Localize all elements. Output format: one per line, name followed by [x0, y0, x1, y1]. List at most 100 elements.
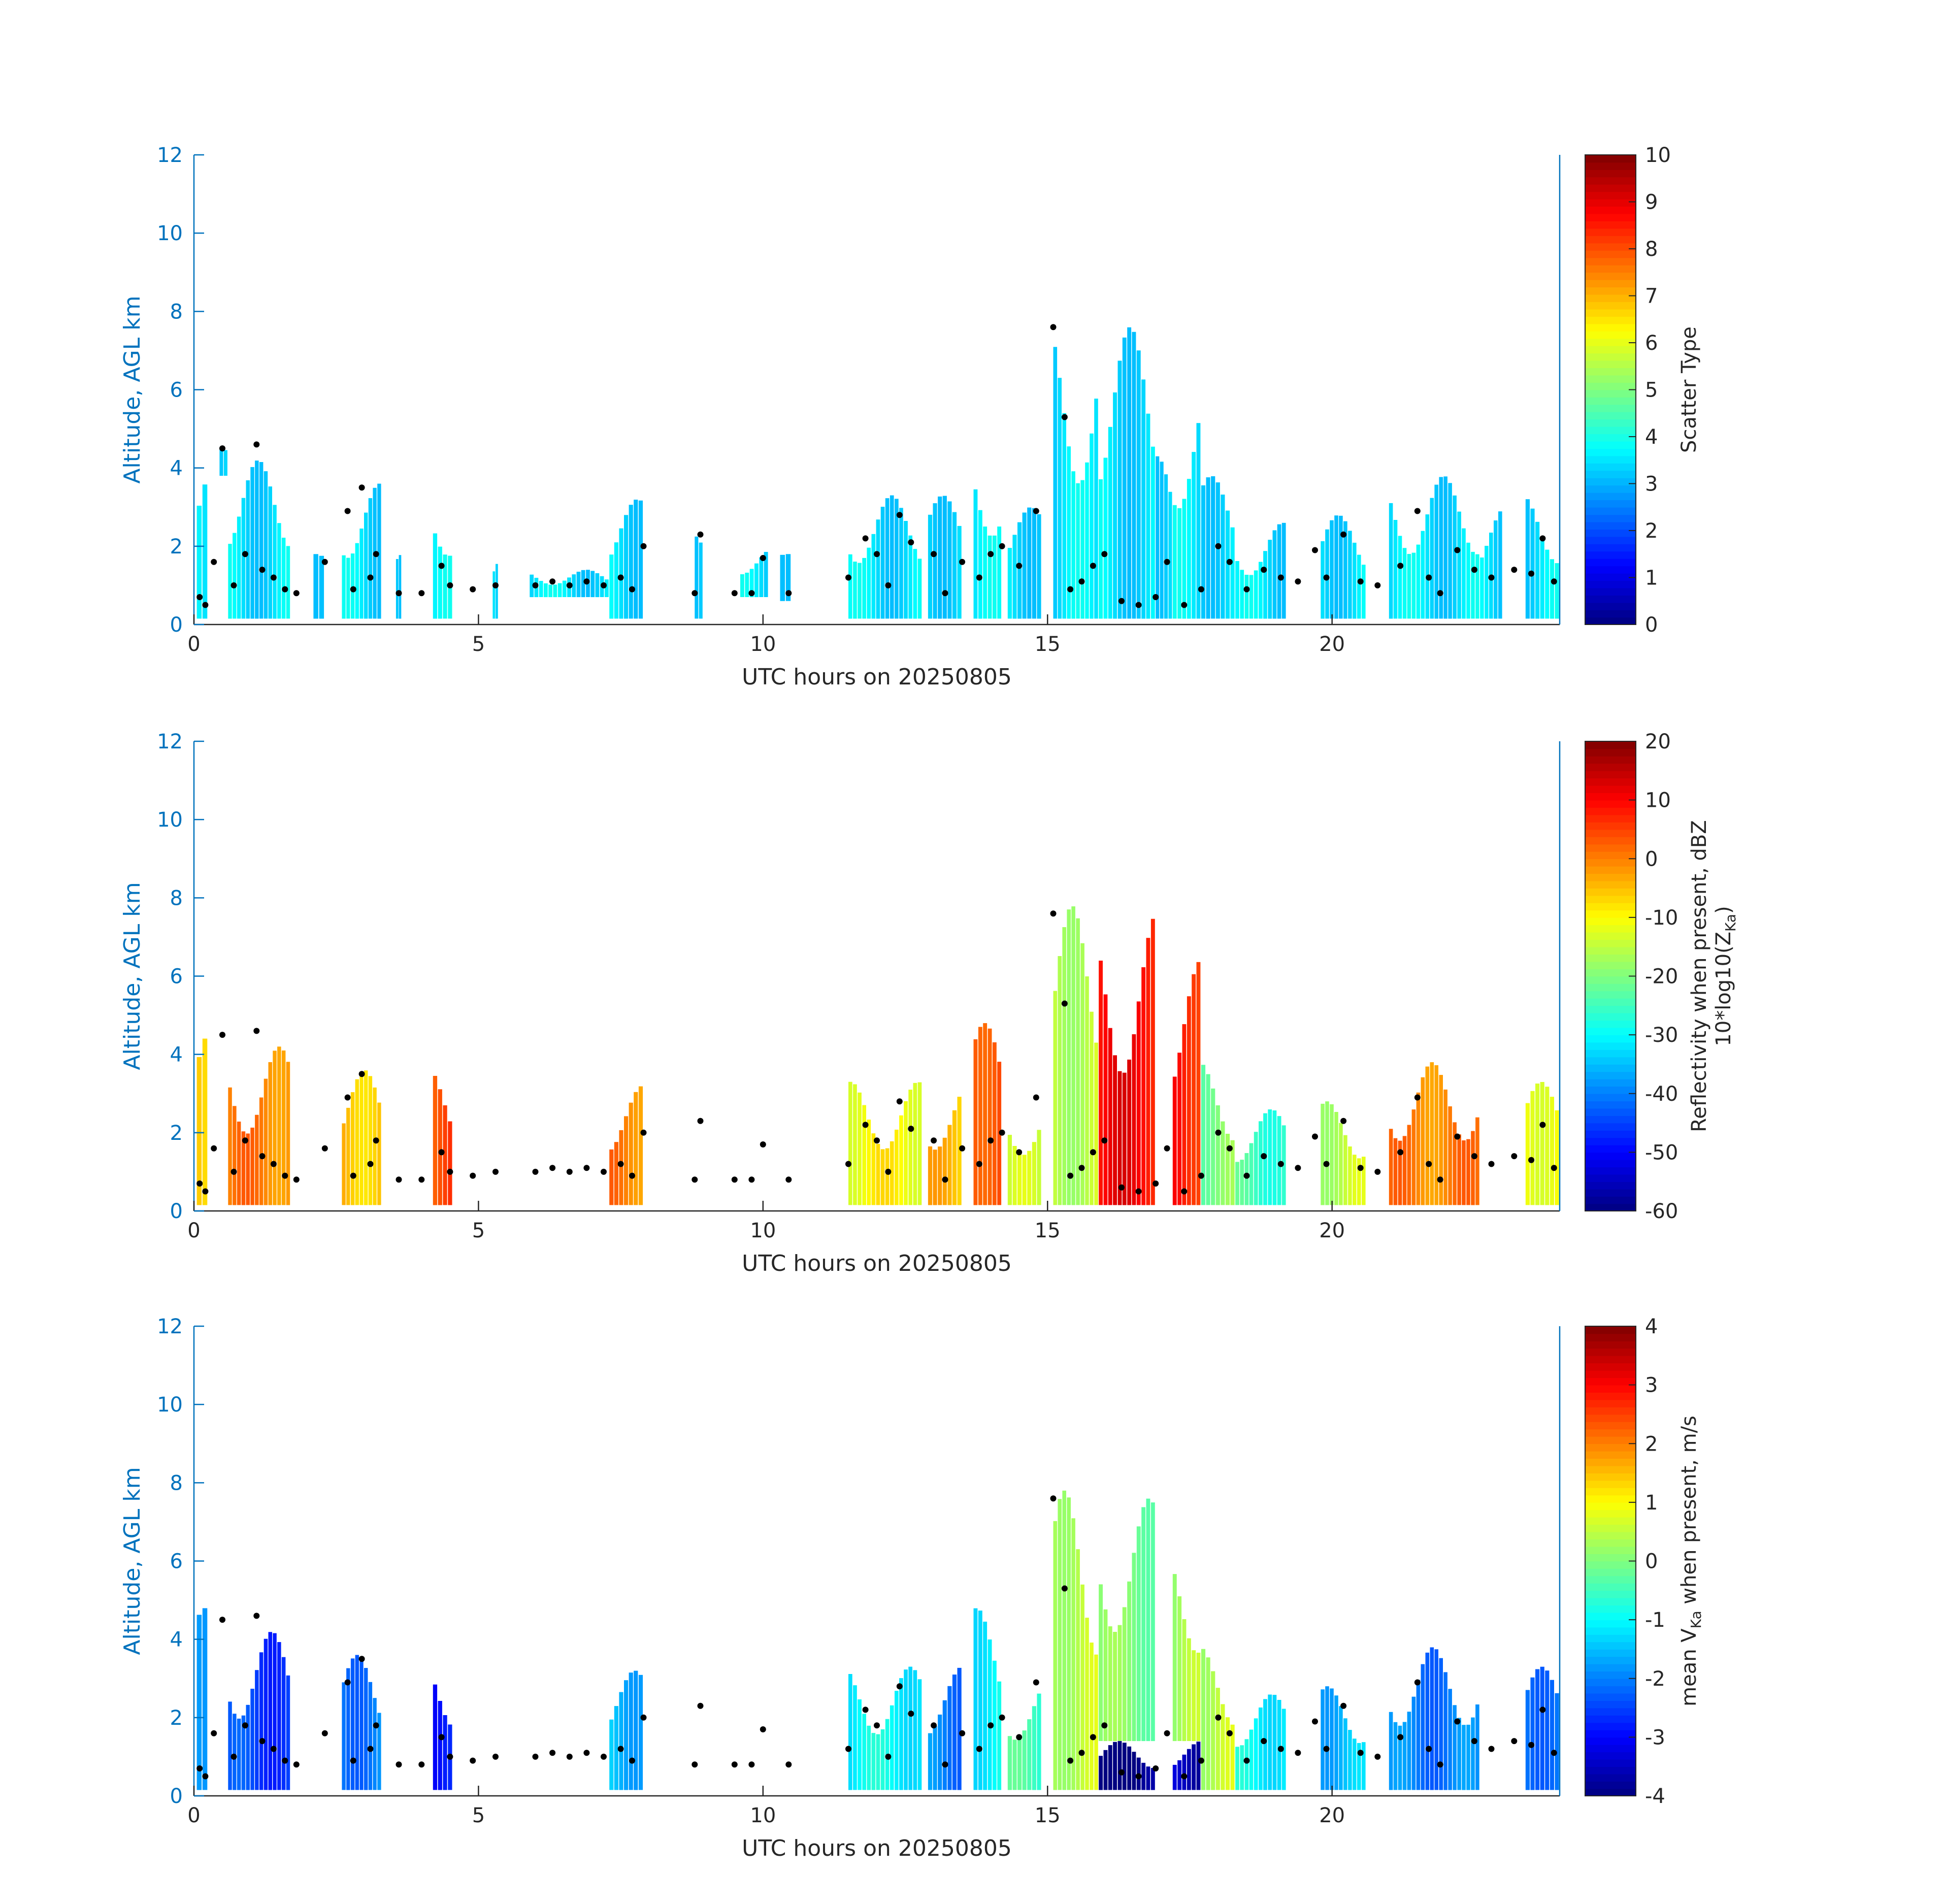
data-cell — [576, 572, 581, 598]
cloud-base-point — [367, 574, 374, 581]
colorbar-band — [1585, 1436, 1636, 1445]
cloud-base-point — [1033, 508, 1039, 514]
data-cell — [1141, 1762, 1146, 1790]
data-cell — [1071, 1518, 1075, 1790]
data-cell — [255, 1114, 259, 1205]
cloud-base-point — [959, 1730, 966, 1736]
data-cell — [281, 538, 286, 619]
colorbar-label-line2: 10*log10(ZKa) — [1712, 906, 1739, 1046]
data-cell — [581, 570, 585, 598]
cloud-base-point — [908, 539, 914, 546]
colorbar-band — [1585, 1377, 1636, 1386]
data-cell — [1321, 1103, 1325, 1205]
y-tick-label: 8 — [170, 300, 183, 323]
colorbar-band — [1585, 455, 1636, 464]
colorbar-band — [1585, 1502, 1636, 1511]
data-cell — [848, 554, 852, 619]
y-tick-label: 12 — [157, 144, 183, 167]
cloud-base-point — [1488, 1161, 1495, 1167]
data-cell — [1240, 1160, 1244, 1205]
data-cell — [853, 1084, 857, 1205]
colorbar-band — [1585, 199, 1636, 207]
data-cell — [1211, 476, 1215, 619]
cloud-base-point — [748, 1761, 755, 1768]
colorbar-band — [1585, 1700, 1636, 1709]
colorbar-band — [1585, 917, 1636, 926]
data-cell — [241, 1715, 246, 1790]
cloud-base-point — [1198, 1757, 1204, 1764]
cloud-base-point — [885, 1753, 892, 1760]
colorbar-tick-label: 2 — [1645, 1432, 1658, 1456]
data-cell — [1117, 1625, 1122, 1742]
colorbar-band — [1585, 1546, 1636, 1554]
cloud-base-point — [1528, 570, 1534, 577]
data-cell — [281, 1051, 286, 1205]
data-cell — [1393, 1138, 1398, 1205]
data-cell — [1343, 1135, 1347, 1205]
data-cell — [867, 1725, 871, 1790]
data-cell — [978, 1027, 982, 1205]
x-tick-label: 10 — [750, 633, 776, 656]
data-cell — [1094, 1042, 1098, 1205]
colorbar-band — [1585, 1612, 1636, 1620]
data-cell — [957, 526, 962, 619]
cloud-base-point — [282, 1172, 288, 1179]
data-cell — [978, 510, 982, 619]
cloud-base-point — [1181, 1188, 1188, 1195]
cloud-base-point — [1397, 1734, 1404, 1741]
data-cell — [1475, 1704, 1479, 1790]
data-cell — [539, 581, 543, 597]
y-axis-label: Altitude, AGL km — [119, 882, 145, 1070]
colorbar-band — [1585, 814, 1636, 823]
cloud-base-point — [583, 578, 590, 585]
data-cell — [1321, 541, 1325, 619]
data-cell — [1443, 1089, 1447, 1205]
data-cell — [880, 1729, 885, 1790]
cloud-base-point — [1426, 1746, 1432, 1752]
colorbar-band — [1585, 822, 1636, 830]
data-cell — [895, 499, 899, 619]
data-cell — [1090, 1643, 1094, 1790]
x-axis-label: UTC hours on 20250805 — [742, 1251, 1012, 1276]
colorbar-band — [1585, 910, 1636, 918]
data-cell — [1085, 976, 1089, 1205]
data-cell — [1555, 1693, 1559, 1790]
data-cell — [871, 534, 876, 619]
data-cell — [219, 447, 223, 476]
colorbar-band — [1585, 463, 1636, 471]
cloud-base-point — [874, 1722, 880, 1729]
data-cell — [1457, 1134, 1461, 1205]
data-cell — [1113, 1632, 1117, 1742]
colorbar-band — [1585, 323, 1636, 332]
data-cell — [237, 1122, 241, 1205]
data-cell — [1027, 507, 1032, 619]
data-cell — [1032, 508, 1036, 619]
data-cell — [259, 1097, 264, 1205]
colorbar-band — [1585, 177, 1636, 185]
data-cell — [1448, 1689, 1452, 1790]
data-cell — [1398, 1725, 1402, 1790]
data-cell — [609, 1719, 614, 1790]
data-cell — [438, 546, 442, 619]
data-cell — [1080, 943, 1084, 1205]
data-cell — [1421, 1077, 1425, 1205]
data-cell — [928, 1146, 933, 1205]
y-tick-label: 4 — [170, 1043, 183, 1067]
data-cell — [1411, 1109, 1416, 1205]
data-cell — [1272, 1110, 1277, 1205]
cloud-base-point — [999, 1714, 1005, 1721]
colorbar-band — [1585, 507, 1636, 515]
cloud-base-point — [1118, 1184, 1125, 1191]
colorbar-band — [1585, 932, 1636, 940]
data-cell — [1099, 479, 1103, 619]
data-cell — [1485, 546, 1489, 619]
data-cell — [895, 1691, 899, 1790]
data-cell — [313, 554, 318, 619]
data-cell — [1268, 540, 1272, 619]
cloud-base-point — [259, 567, 266, 573]
data-cell — [530, 574, 534, 598]
data-cell — [942, 1700, 947, 1790]
data-cell — [1215, 482, 1220, 619]
cloud-base-point — [1437, 590, 1443, 597]
data-cell — [997, 527, 1002, 619]
